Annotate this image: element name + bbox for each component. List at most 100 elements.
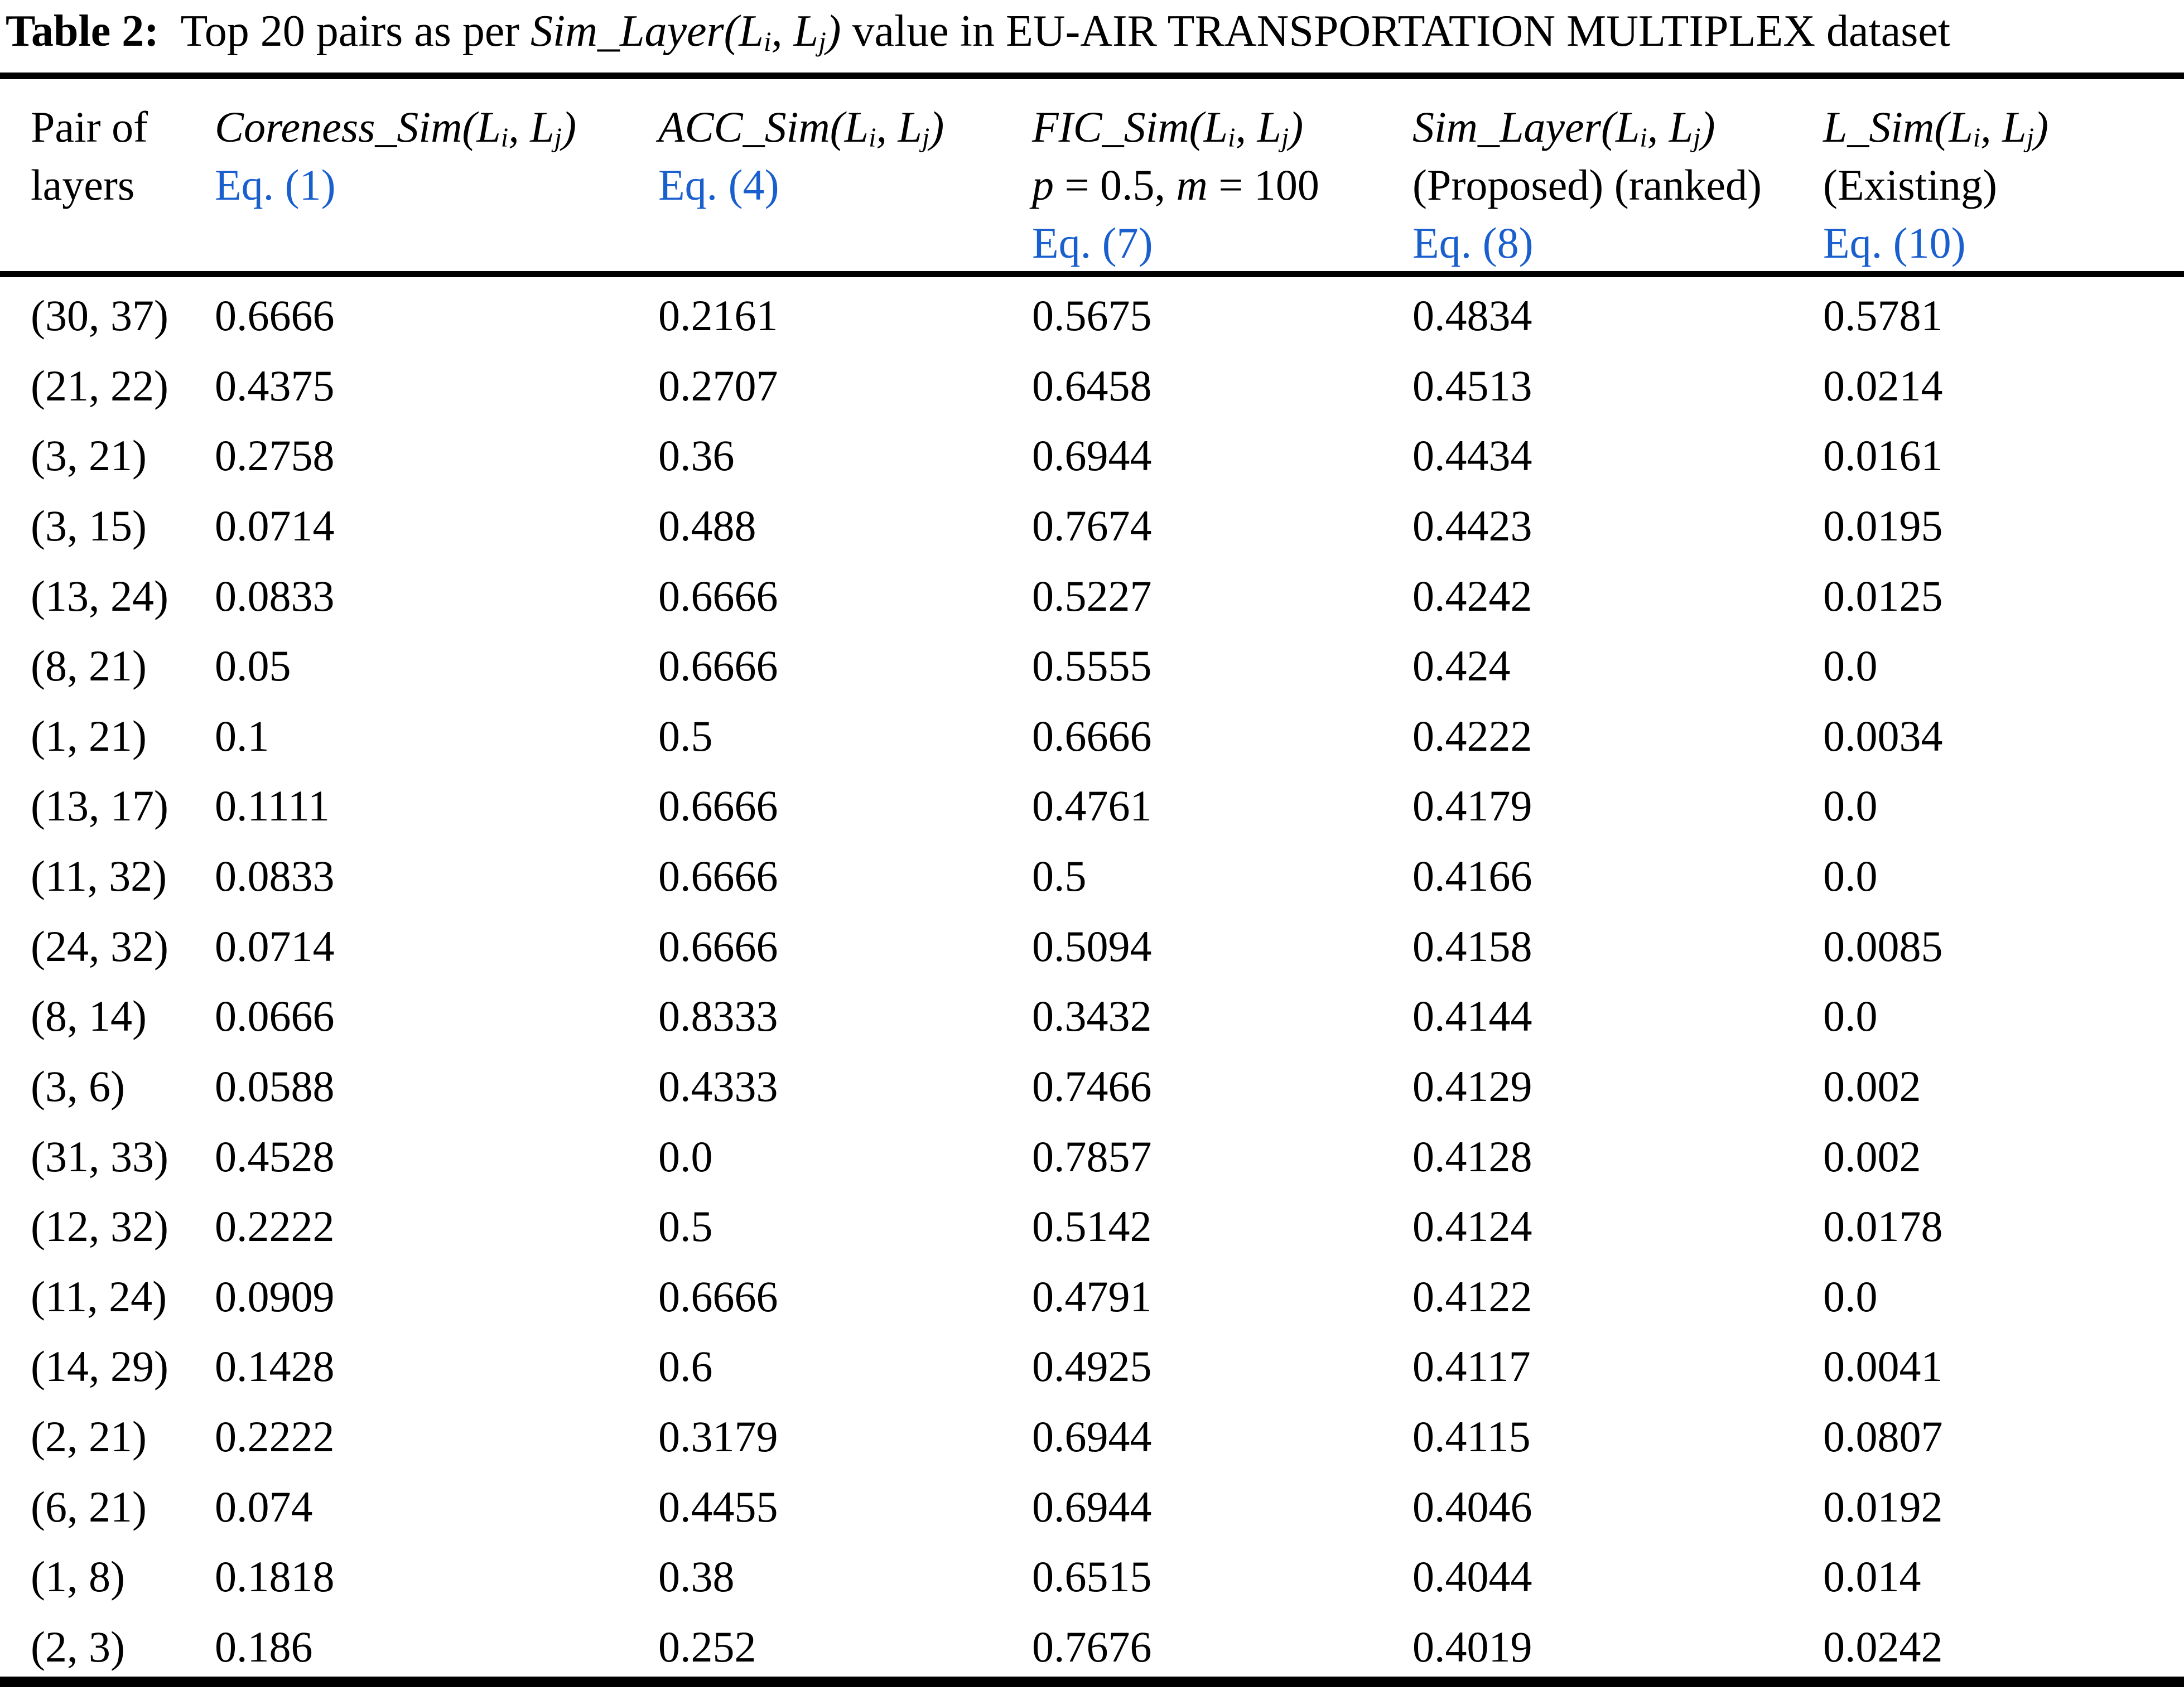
header-line: L_Sim(Li, Lj) — [1823, 103, 2048, 153]
eq-reference-link[interactable]: Eq. (8) — [1412, 219, 1534, 267]
pair-cell: (13, 17) — [31, 781, 168, 830]
eq-reference-link[interactable]: Eq. (1) — [215, 161, 336, 209]
header-line: layers — [31, 161, 135, 209]
value-cell: 0.6944 — [1032, 431, 1152, 480]
pair-cell: (1, 21) — [31, 711, 147, 760]
value-cell: 0.2758 — [215, 431, 335, 480]
value-cell: 0.6666 — [658, 781, 778, 830]
value-cell: 0.8333 — [658, 992, 778, 1041]
value-cell: 0.0 — [1823, 992, 1878, 1041]
value-cell: 0.3432 — [1032, 992, 1152, 1041]
value-cell: 0.4375 — [215, 361, 335, 410]
table-row: (3, 6) 0.0588 0.4333 0.7466 0.4129 0.002 — [0, 1051, 2184, 1122]
value-cell: 0.4179 — [1412, 781, 1532, 830]
value-cell: 0.6515 — [1032, 1552, 1152, 1601]
eq-reference-link[interactable]: Eq. (7) — [1032, 219, 1153, 267]
value-cell: 0.4044 — [1412, 1552, 1532, 1601]
header-line: Pair of — [31, 103, 148, 151]
value-cell: 0.4528 — [215, 1132, 335, 1181]
value-cell: 0.1 — [215, 711, 269, 760]
value-cell: 0.0 — [1823, 781, 1878, 830]
pair-cell: (2, 3) — [31, 1622, 125, 1671]
value-cell: 0.1818 — [215, 1552, 335, 1601]
pair-cell: (8, 21) — [31, 641, 147, 690]
value-cell: 0.5227 — [1032, 571, 1152, 620]
caption-segment: Sim_Layer(Li, Lj) — [531, 7, 841, 57]
value-cell: 0.7676 — [1032, 1622, 1152, 1671]
value-cell: 0.05 — [215, 641, 291, 690]
column-header-l-sim: L_Sim(Li, Lj) (Existing) Eq. (10) — [1823, 98, 2048, 272]
value-cell: 0.4129 — [1412, 1061, 1532, 1110]
table-row: (1, 8) 0.1818 0.38 0.6515 0.4044 0.014 — [0, 1542, 2184, 1612]
value-cell: 0.002 — [1823, 1061, 1921, 1110]
table-row: (21, 22) 0.4375 0.2707 0.6458 0.4513 0.0214 — [0, 351, 2184, 421]
value-cell: 0.7857 — [1032, 1132, 1152, 1181]
table-row: (11, 32) 0.0833 0.6666 0.5 0.4166 0.0 — [0, 841, 2184, 911]
table-row: (6, 21) 0.074 0.4455 0.6944 0.4046 0.0192 — [0, 1472, 2184, 1542]
value-cell: 0.4046 — [1412, 1482, 1532, 1531]
table-row: (8, 21) 0.05 0.6666 0.5555 0.424 0.0 — [0, 631, 2184, 701]
value-cell: 0.4791 — [1032, 1272, 1152, 1321]
value-cell: 0.7466 — [1032, 1061, 1152, 1110]
value-cell: 0.074 — [215, 1482, 313, 1531]
value-cell: 0.0214 — [1823, 361, 1943, 410]
value-cell: 0.0 — [1823, 1272, 1878, 1321]
pair-cell: (21, 22) — [31, 361, 168, 410]
pair-cell: (2, 21) — [31, 1412, 147, 1461]
table-row: (3, 15) 0.0714 0.488 0.7674 0.4423 0.0195 — [0, 491, 2184, 561]
value-cell: 0.2222 — [215, 1412, 335, 1461]
header-line: Coreness_Sim(Li, Lj) — [215, 103, 577, 153]
value-cell: 0.6666 — [658, 1272, 778, 1321]
value-cell: 0.2161 — [658, 291, 778, 340]
table-row: (14, 29) 0.1428 0.6 0.4925 0.4117 0.0041 — [0, 1331, 2184, 1402]
value-cell: 0.6666 — [658, 641, 778, 690]
value-cell: 0.4166 — [1412, 852, 1532, 901]
table-rule-bottom — [0, 1677, 2184, 1687]
value-cell: 0.6666 — [215, 291, 335, 340]
caption-segment: Top 20 pairs as per — [158, 7, 531, 56]
header-line: Sim_Layer(Li, Lj) — [1412, 103, 1715, 153]
value-cell: 0.6666 — [1032, 711, 1152, 760]
value-cell: 0.4423 — [1412, 501, 1532, 550]
pair-cell: (24, 32) — [31, 921, 168, 970]
pair-cell: (11, 24) — [31, 1272, 167, 1321]
value-cell: 0.488 — [658, 501, 756, 550]
table-rule-top — [0, 73, 2184, 79]
header-line: FIC_Sim(Li, Lj) — [1032, 103, 1304, 153]
table-row: (24, 32) 0.0714 0.6666 0.5094 0.4158 0.0085 — [0, 911, 2184, 982]
eq-reference-link[interactable]: Eq. (10) — [1823, 219, 1966, 267]
value-cell: 0.014 — [1823, 1552, 1921, 1601]
value-cell: 0.0178 — [1823, 1202, 1943, 1251]
value-cell: 0.2707 — [658, 361, 778, 410]
value-cell: 0.4455 — [658, 1482, 778, 1531]
table-row: (2, 3) 0.186 0.252 0.7676 0.4019 0.0242 — [0, 1612, 2184, 1682]
value-cell: 0.0195 — [1823, 501, 1943, 550]
value-cell: 0.4117 — [1412, 1342, 1531, 1391]
pair-cell: (6, 21) — [31, 1482, 147, 1531]
value-cell: 0.4925 — [1032, 1342, 1152, 1391]
column-header-fic-sim: FIC_Sim(Li, Lj) p = 0.5, m = 100 Eq. (7) — [1032, 98, 1319, 272]
value-cell: 0.4333 — [658, 1061, 778, 1110]
table-row: (13, 17) 0.1111 0.6666 0.4761 0.4179 0.0 — [0, 771, 2184, 841]
value-cell: 0.4222 — [1412, 711, 1532, 760]
value-cell: 0.0909 — [215, 1272, 335, 1321]
value-cell: 0.5142 — [1032, 1202, 1152, 1251]
value-cell: 0.4761 — [1032, 781, 1152, 830]
header-line: (Existing) — [1823, 161, 1997, 209]
table-row: (8, 14) 0.0666 0.8333 0.3432 0.4144 0.0 — [0, 981, 2184, 1051]
value-cell: 0.4513 — [1412, 361, 1532, 410]
value-cell: 0.6944 — [1032, 1482, 1152, 1531]
column-header-acc-sim: ACC_Sim(Li, Lj) Eq. (4) — [658, 98, 944, 214]
value-cell: 0.36 — [658, 431, 735, 480]
column-header-pair-of-layers: Pair of layers — [31, 98, 148, 214]
value-cell: 0.6944 — [1032, 1412, 1152, 1461]
eq-reference-link[interactable]: Eq. (4) — [658, 161, 779, 209]
table-row: (2, 21) 0.2222 0.3179 0.6944 0.4115 0.0807 — [0, 1402, 2184, 1472]
value-cell: 0.4834 — [1412, 291, 1532, 340]
value-cell: 0.4124 — [1412, 1202, 1532, 1251]
header-line: ACC_Sim(Li, Lj) — [658, 103, 944, 153]
value-cell: 0.0034 — [1823, 711, 1943, 760]
value-cell: 0.0041 — [1823, 1342, 1943, 1391]
value-cell: 0.4122 — [1412, 1272, 1532, 1321]
